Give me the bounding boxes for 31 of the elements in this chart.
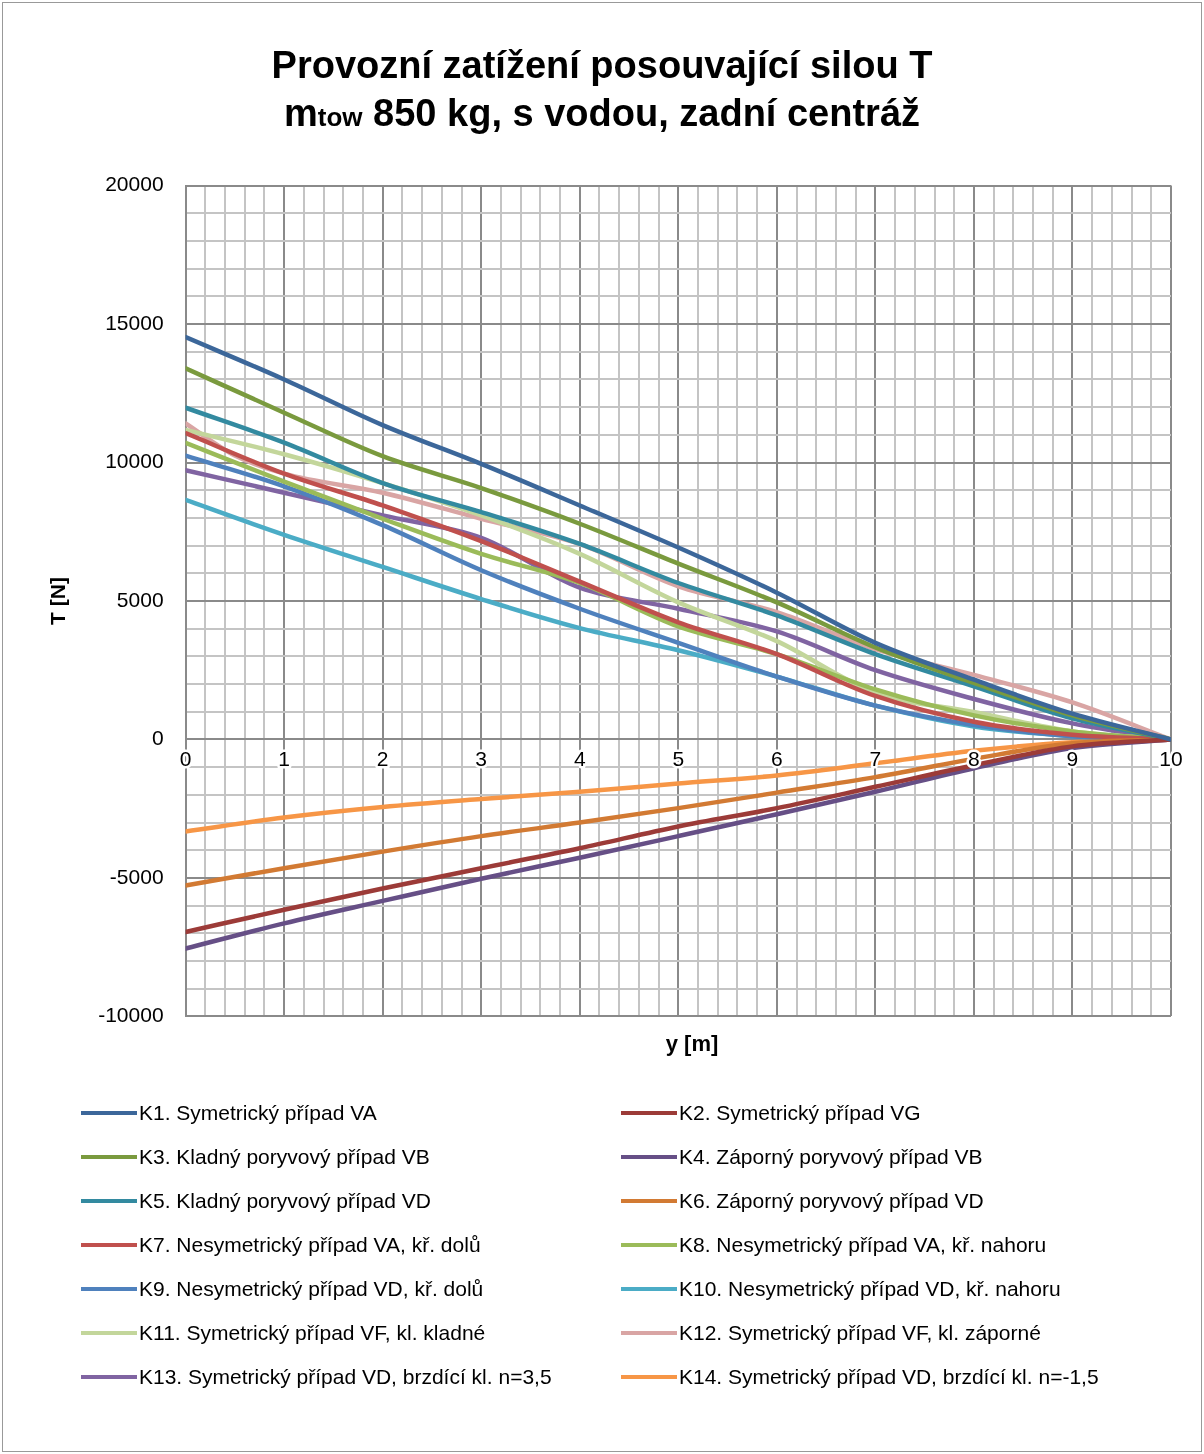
x-axis-title: y [m] xyxy=(664,1031,720,1058)
legend-label: K13. Symetrický případ VD, brzdící kl. n=3,5 xyxy=(139,1365,552,1389)
x-tick-label: 3 xyxy=(475,746,488,770)
legend-label: K5. Kladný poryvový případ VD xyxy=(139,1189,431,1213)
x-tick-label: 9 xyxy=(1066,746,1079,770)
x-tick-label: 2 xyxy=(376,746,389,770)
legend-label: K11. Symetrický případ VF, kl. kladné xyxy=(139,1321,486,1345)
legend-label: K1. Symetrický případ VA xyxy=(139,1101,377,1125)
legend-label: K6. Záporný poryvový případ VD xyxy=(679,1189,984,1213)
x-tick-label: 4 xyxy=(573,746,586,770)
y-tick-label: -5000 xyxy=(109,864,164,888)
legend-label: K4. Záporný poryvový případ VB xyxy=(679,1145,983,1169)
x-tick-label: 10 xyxy=(1159,746,1183,770)
x-tick-label: 5 xyxy=(672,746,685,770)
y-tick-label: -10000 xyxy=(98,1003,164,1027)
legend-label: K7. Nesymetrický případ VA, kř. dolů xyxy=(139,1233,481,1257)
legend-label: K9. Nesymetrický případ VD, kř. dolů xyxy=(139,1277,484,1301)
legend-label: K12. Symetrický případ VF, kl. záporné xyxy=(679,1321,1041,1345)
x-tick-label: 0 xyxy=(179,746,192,770)
y-axis-title: T [N] xyxy=(46,577,70,625)
legend-label: K14. Symetrický případ VD, brzdící kl. n=-1,5 xyxy=(679,1365,1099,1389)
y-tick-label: 10000 xyxy=(105,449,164,473)
legend-label: K3. Kladný poryvový případ VB xyxy=(139,1145,430,1169)
y-tick-label: 20000 xyxy=(105,172,164,196)
y-tick-label: 0 xyxy=(151,726,164,750)
legend-label: K8. Nesymetrický případ VA, kř. nahoru xyxy=(679,1233,1047,1257)
legend-label: K2. Symetrický případ VG xyxy=(679,1101,921,1125)
legend-label: K10. Nesymetrický případ VD, kř. nahoru xyxy=(679,1277,1061,1301)
y-tick-label: 5000 xyxy=(116,587,164,611)
y-tick-label: 15000 xyxy=(105,310,164,334)
x-tick-label: 6 xyxy=(770,746,783,770)
